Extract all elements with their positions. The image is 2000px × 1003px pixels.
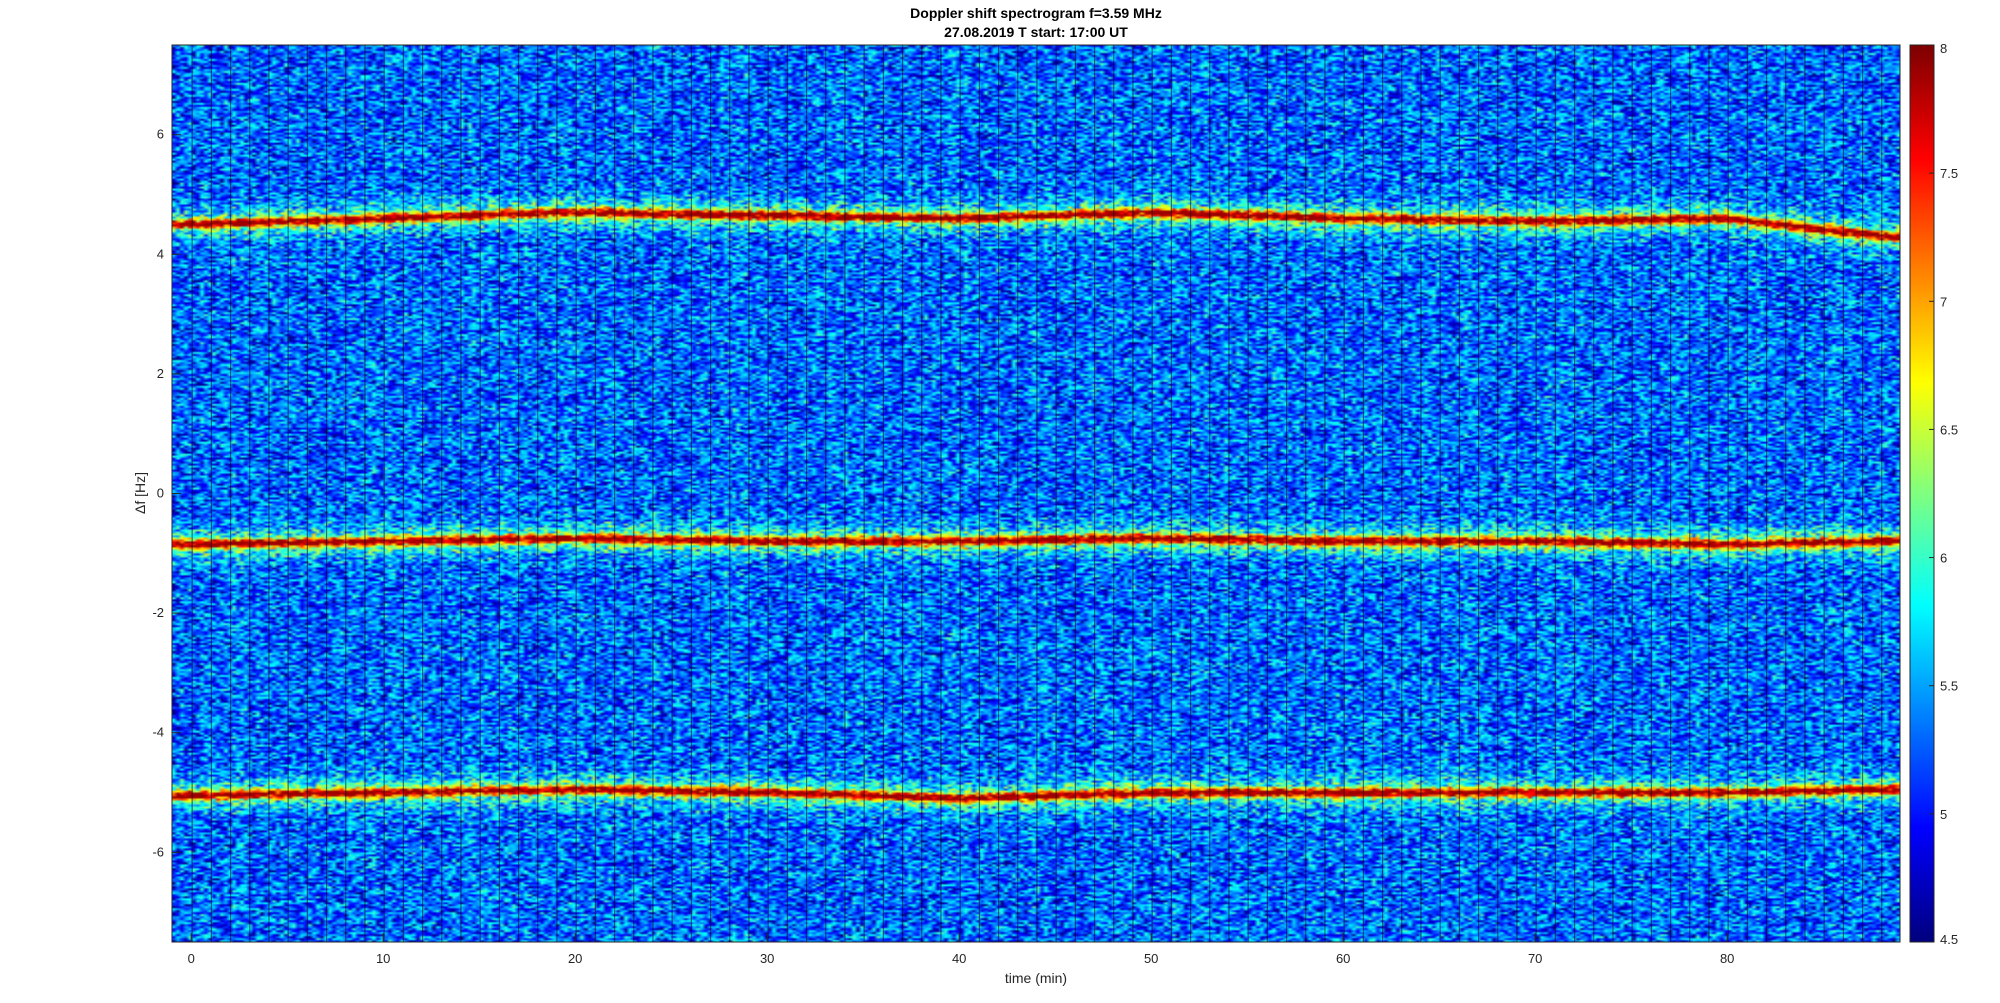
- x-tick-label: 70: [1528, 951, 1542, 966]
- colorbar-tick-label: 7: [1940, 294, 1947, 309]
- y-tick-label: -6: [152, 844, 164, 859]
- x-tick-label: 10: [376, 951, 390, 966]
- colorbar-tick-label: 6.5: [1940, 422, 1958, 437]
- x-tick-label: 30: [760, 951, 774, 966]
- x-axis: 0 10 20 30 40 50 60 70 80: [188, 933, 1734, 966]
- colorbar-gradient: [1910, 45, 1934, 942]
- x-tick-label: 50: [1144, 951, 1158, 966]
- chart-title: Doppler shift spectrogram f=3.59 MHz: [910, 5, 1162, 21]
- colorbar-frame: [1909, 44, 1935, 943]
- x-tick-label: 0: [188, 951, 195, 966]
- y-tick-label: -4: [152, 725, 164, 740]
- x-tick-label: 40: [952, 951, 966, 966]
- y-axis: -6 -4 -2 0 2 4 6: [152, 127, 181, 859]
- colorbar-tick-label: 7.5: [1940, 166, 1958, 181]
- y-tick-label: 6: [157, 127, 164, 142]
- colorbar: 4.5 5 5.5 6 6.5 7 7.5 8: [1909, 41, 1958, 947]
- x-tick-label: 80: [1720, 951, 1734, 966]
- colorbar-tick-label: 6: [1940, 551, 1947, 566]
- colorbar-tick-label: 8: [1940, 41, 1947, 56]
- y-tick-label: -2: [152, 605, 164, 620]
- chart-subtitle: 27.08.2019 T start: 17:00 UT: [944, 24, 1128, 40]
- plot-area: [171, 44, 1901, 943]
- x-tick-label: 20: [568, 951, 582, 966]
- y-axis-label: Δf [Hz]: [132, 472, 148, 514]
- y-tick-label: 4: [157, 246, 164, 261]
- y-tick-label: 2: [157, 366, 164, 381]
- colorbar-tick-label: 5: [1940, 807, 1947, 822]
- colorbar-ticks: 4.5 5 5.5 6 6.5 7 7.5 8: [1929, 41, 1958, 947]
- x-axis-label: time (min): [1005, 970, 1067, 986]
- trace-overlay: [191, 45, 1883, 942]
- x-tick-label: 60: [1336, 951, 1350, 966]
- y-tick-label: 0: [157, 486, 164, 501]
- spectrogram-heatmap: [172, 45, 1900, 942]
- colorbar-tick-label: 5.5: [1940, 679, 1958, 694]
- colorbar-tick-label: 4.5: [1940, 932, 1958, 947]
